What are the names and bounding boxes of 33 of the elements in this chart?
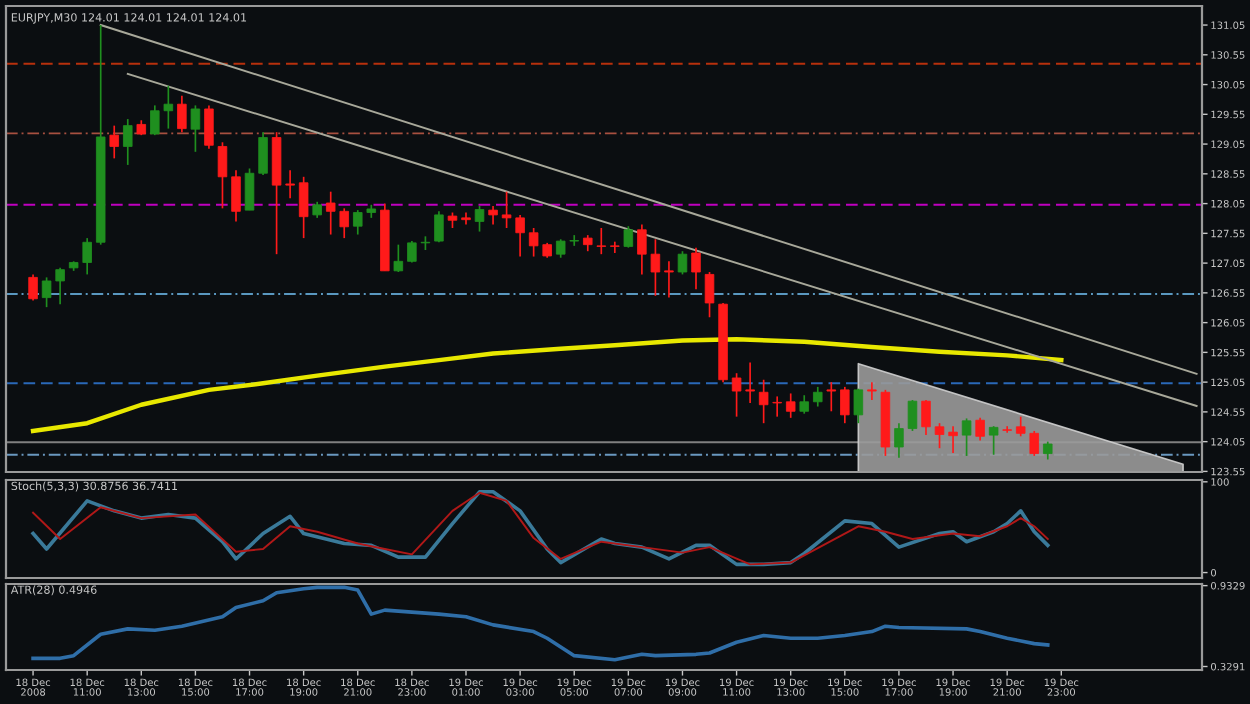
candlestick [1002,425,1012,434]
candlestick [109,124,119,160]
candlestick [813,386,823,408]
candlestick [826,381,837,413]
candlestick [853,387,864,425]
candlestick [231,169,241,223]
candlestick [434,210,444,244]
candlestick [204,104,214,150]
candlestick [177,95,187,134]
candlestick [799,394,809,415]
candlestick [474,205,485,233]
candlestick [623,225,634,249]
line-series [30,337,1064,434]
candlestick [677,250,688,276]
candlestick [217,141,228,210]
candlestick [596,227,607,256]
candlestick [975,417,985,442]
candlestick [123,118,133,166]
candlestick [488,205,498,226]
candlestick [704,271,715,319]
candlestick [867,381,877,401]
candlestick [961,417,972,457]
candlestick [988,425,999,456]
candlestick [298,175,309,239]
candlestick [921,399,931,436]
candlestick [28,273,38,302]
candlestick [840,386,850,425]
candlestick [664,260,674,299]
candlestick [785,392,796,419]
candlestick [691,246,701,291]
candlestick [393,243,404,273]
candlestick [190,104,201,153]
candlestick [610,240,620,254]
